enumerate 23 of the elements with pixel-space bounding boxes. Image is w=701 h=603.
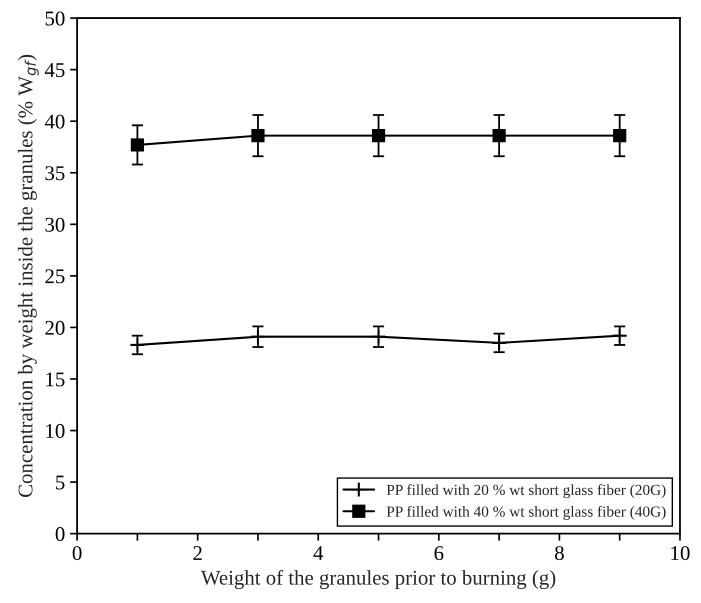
- x-tick-label: 0: [72, 546, 82, 560]
- y-tick-label: 5: [56, 476, 64, 490]
- point: [612, 328, 628, 344]
- y-tick-label: 20: [45, 320, 65, 335]
- x-tick-label: 6: [434, 546, 444, 560]
- x-tick-label: 10: [671, 546, 690, 560]
- point: [613, 129, 626, 142]
- y-tick-label: 10: [46, 424, 65, 438]
- y-tick-label: 0: [56, 527, 65, 542]
- x-axis-title: Weight of the granules prior to burning (g): [200, 570, 556, 590]
- y-tick-label: 30: [45, 218, 65, 232]
- y-tick-label: 50: [46, 11, 65, 26]
- y-tick-label: 45: [44, 63, 64, 78]
- y-tick-label: 40: [44, 114, 65, 129]
- y-tick-label: 25: [45, 269, 64, 284]
- x-tick-label: 4: [313, 546, 324, 560]
- y-tick-label: 35: [45, 166, 64, 180]
- y-axis-title: Concentration by weight inside the granules (% W$_{gf}$): [18, 54, 39, 497]
- legend-label: PP filled with 20 % wt short glass fiber (20G): [386, 484, 666, 498]
- legend-label: PP filled with 40 % wt short glass fiber (40G): [386, 506, 666, 520]
- x-tick-label: 8: [554, 546, 564, 560]
- y-tick-label: 15: [46, 372, 64, 386]
- x-tick-label: 2: [193, 546, 202, 560]
